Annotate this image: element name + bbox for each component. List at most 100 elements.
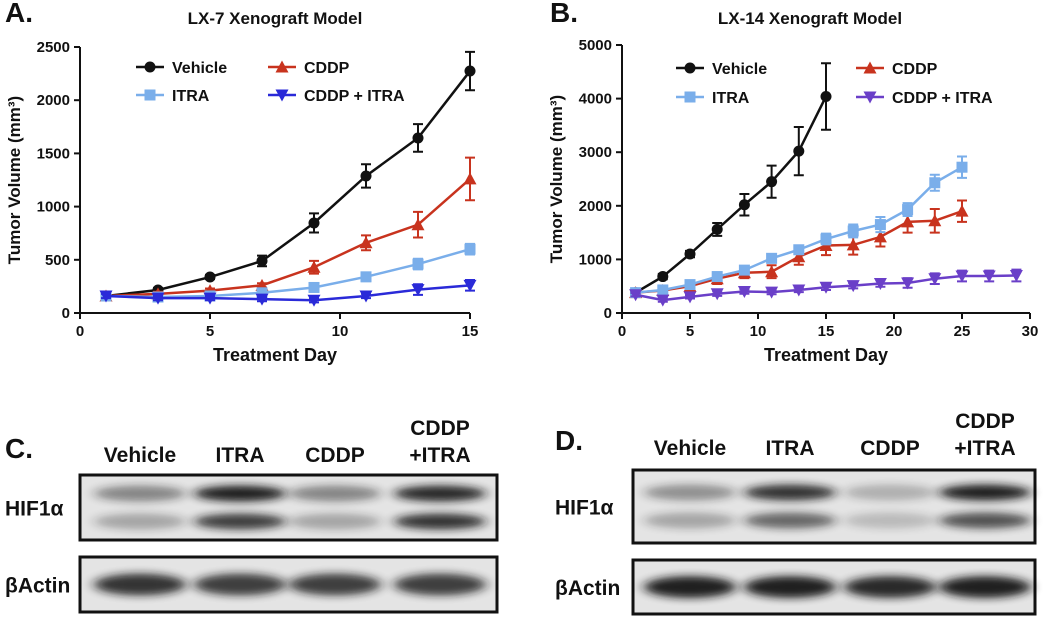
- lane-label: ITRA: [766, 437, 815, 460]
- series-line: [635, 166, 963, 294]
- marker: [710, 288, 724, 301]
- legend-label: CDDP + ITRA: [892, 90, 993, 107]
- x-tick-label: 15: [462, 323, 479, 340]
- blot-band: [394, 513, 486, 530]
- marker: [99, 290, 113, 303]
- marker: [873, 278, 887, 291]
- panel-label: C.: [5, 433, 33, 464]
- x-tick-label: 5: [206, 323, 214, 340]
- blot-band: [644, 576, 736, 598]
- y-axis-label: Tumor Volume (mm³): [547, 95, 566, 263]
- legend-label: Vehicle: [712, 61, 767, 78]
- panel-label: A.: [5, 0, 33, 28]
- marker: [684, 279, 696, 291]
- marker: [1009, 269, 1023, 282]
- x-tick-label: 20: [886, 323, 903, 340]
- y-tick-label: 2000: [37, 92, 70, 109]
- marker: [955, 204, 969, 217]
- marker: [793, 244, 805, 256]
- lane-label: CDDP: [410, 417, 470, 440]
- legend-marker: [863, 61, 877, 74]
- blot-band: [289, 513, 381, 530]
- marker: [307, 260, 321, 273]
- blot-band: [94, 573, 186, 596]
- row-label: HIF1α: [555, 497, 614, 520]
- marker: [738, 264, 750, 276]
- chart-title: LX-7 Xenograft Model: [188, 9, 363, 28]
- marker: [203, 292, 217, 305]
- lane-label: Vehicle: [104, 444, 176, 467]
- legend-label: CDDP + ITRA: [304, 88, 405, 105]
- y-tick-label: 3000: [579, 144, 612, 161]
- y-tick-label: 5000: [579, 37, 612, 54]
- row-label: HIF1α: [5, 498, 64, 521]
- lane-label: +ITRA: [409, 444, 470, 467]
- series-line: [105, 284, 471, 302]
- marker: [819, 281, 833, 294]
- blot-band: [939, 484, 1031, 501]
- marker: [308, 217, 320, 229]
- marker: [982, 270, 996, 283]
- marker: [928, 273, 942, 286]
- legend-marker: [275, 60, 289, 73]
- legend-label: ITRA: [172, 88, 210, 105]
- marker: [360, 271, 372, 283]
- marker: [846, 238, 860, 251]
- row-label: βActin: [555, 577, 620, 600]
- x-tick-label: 25: [954, 323, 971, 340]
- marker: [820, 233, 832, 245]
- legend-label: CDDP: [304, 60, 350, 77]
- blot-band: [289, 485, 381, 502]
- x-tick-label: 15: [818, 323, 835, 340]
- y-tick-label: 2000: [579, 198, 612, 215]
- y-tick-label: 1000: [37, 199, 70, 216]
- marker: [151, 292, 165, 305]
- marker: [411, 284, 425, 297]
- marker: [847, 225, 859, 237]
- blot-band: [744, 512, 836, 529]
- marker: [683, 291, 697, 304]
- panel-label: B.: [550, 0, 578, 28]
- lane-label: ITRA: [216, 444, 265, 467]
- blot-band: [939, 576, 1031, 598]
- marker: [874, 219, 886, 231]
- marker: [256, 287, 268, 299]
- marker: [765, 286, 779, 299]
- marker: [307, 294, 321, 307]
- marker: [256, 255, 268, 267]
- marker: [901, 215, 915, 228]
- y-tick-label: 2500: [37, 39, 70, 56]
- y-tick-label: 0: [62, 305, 70, 322]
- marker: [629, 289, 643, 302]
- blot-membrane: [78, 473, 499, 542]
- marker: [204, 271, 216, 283]
- marker: [766, 252, 778, 264]
- marker: [411, 218, 425, 231]
- series-line: [105, 177, 471, 298]
- panel-label: D.: [555, 425, 583, 456]
- y-axis-label: Tumor Volume (mm³): [5, 96, 24, 264]
- marker: [766, 176, 778, 188]
- y-tick-label: 1500: [37, 145, 70, 162]
- marker: [464, 65, 476, 77]
- y-tick-label: 1000: [579, 251, 612, 268]
- blot-band: [194, 573, 286, 596]
- marker: [792, 250, 806, 263]
- blot-membrane: [631, 468, 1037, 545]
- x-tick-label: 30: [1022, 323, 1039, 340]
- marker: [955, 270, 969, 283]
- lane-label: +ITRA: [954, 437, 1015, 460]
- x-tick-label: 5: [686, 323, 694, 340]
- y-tick-label: 500: [45, 252, 70, 269]
- marker: [738, 199, 750, 211]
- blot-band: [94, 485, 186, 502]
- blot-band: [194, 485, 286, 502]
- x-axis-label: Treatment Day: [764, 345, 888, 365]
- legend-marker: [144, 89, 156, 101]
- blot-band: [644, 484, 736, 501]
- marker: [359, 290, 373, 303]
- chart-title: LX-14 Xenograft Model: [718, 9, 902, 28]
- marker: [308, 281, 320, 293]
- marker: [412, 132, 424, 144]
- legend-marker: [684, 91, 696, 103]
